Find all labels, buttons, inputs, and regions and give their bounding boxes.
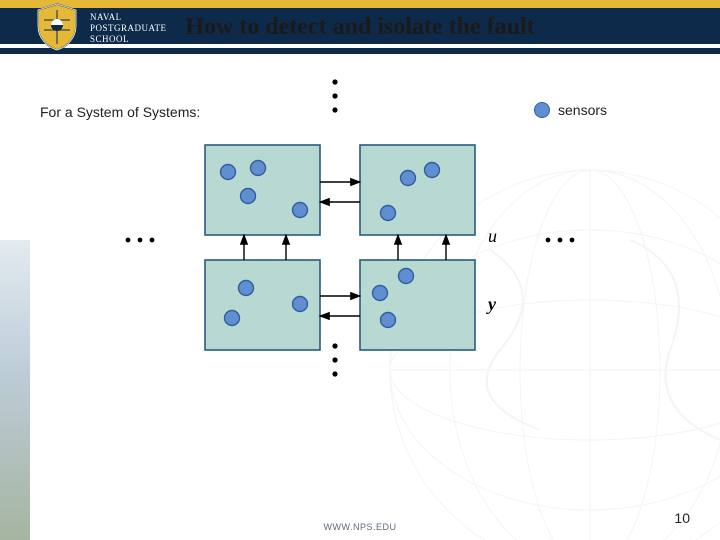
footer-url: WWW.NPS.EDU [0, 522, 720, 532]
page-number: 10 [674, 510, 690, 526]
sos-diagram: uy [0, 0, 720, 540]
svg-text:u: u [488, 226, 497, 246]
slide: NAVAL POSTGRADUATE SCHOOL How to detect … [0, 0, 720, 540]
svg-text:y: y [486, 294, 497, 314]
